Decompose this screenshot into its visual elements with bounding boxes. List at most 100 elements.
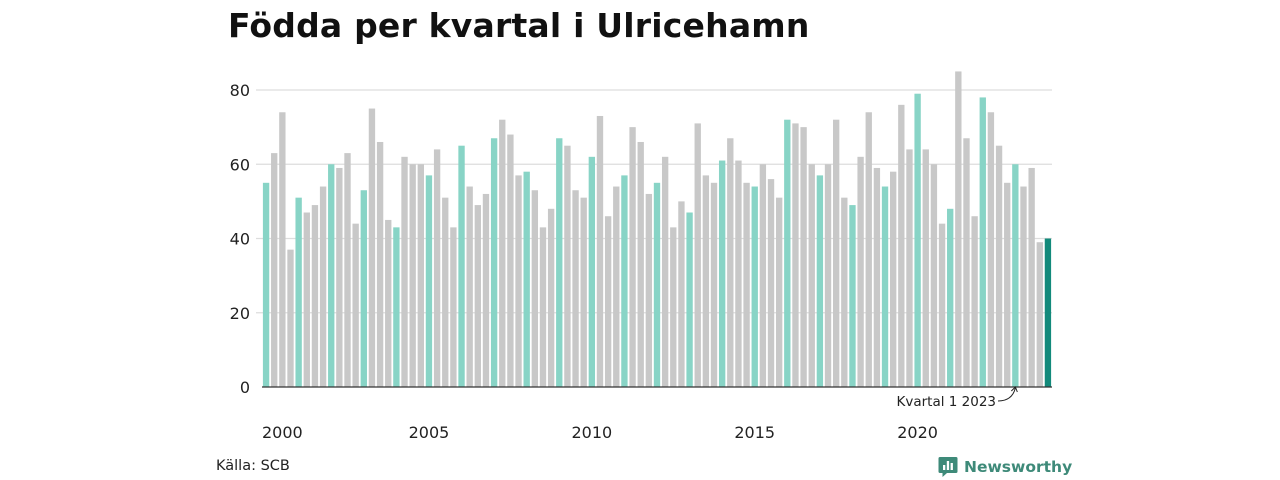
bar [515, 175, 522, 387]
bar [1020, 186, 1027, 387]
bar [922, 149, 929, 387]
bar [914, 93, 921, 388]
brand-logo[interactable]: Newsworthy [938, 456, 1072, 478]
x-tick-label: 2020 [897, 423, 938, 442]
bar [743, 182, 750, 387]
bar [686, 212, 693, 387]
bar [303, 212, 310, 387]
bar [319, 186, 327, 387]
bar [466, 186, 473, 387]
bar [482, 193, 490, 387]
bar [531, 190, 539, 387]
bar [653, 182, 661, 387]
bar [1004, 182, 1011, 387]
bar [661, 156, 669, 387]
y-tick-label: 20 [230, 304, 250, 323]
bar [1012, 164, 1019, 387]
axis: 2000 2005 2010 2015 2020 [262, 386, 1052, 442]
bar [596, 115, 604, 388]
bar [368, 108, 376, 387]
bar [841, 197, 848, 387]
bar [751, 186, 758, 387]
bar [873, 167, 881, 387]
bar [865, 112, 872, 388]
bar [775, 197, 783, 387]
bar [898, 104, 905, 387]
bar [621, 175, 628, 387]
newsworthy-logo-icon [938, 457, 958, 477]
bar [279, 112, 286, 388]
bar [409, 164, 416, 387]
bar [702, 175, 710, 387]
bar [979, 97, 986, 388]
x-tick-label: 2010 [571, 423, 612, 442]
bar [556, 138, 563, 387]
bar [759, 164, 767, 387]
bar [678, 201, 685, 388]
bar [792, 123, 799, 387]
bar [955, 71, 962, 387]
bar [718, 160, 726, 387]
bar [833, 119, 840, 387]
x-tick-label: 2005 [409, 423, 450, 442]
bar [425, 175, 433, 387]
bar [572, 190, 579, 387]
bar [271, 153, 278, 387]
y-tick-label: 60 [230, 155, 250, 174]
annotation-arrow [997, 387, 1016, 402]
bar [824, 164, 832, 387]
bar [800, 127, 807, 388]
bar [336, 167, 343, 387]
annotation: Kvartal 1 2023 [896, 386, 1018, 410]
bar [344, 153, 351, 387]
bar [930, 164, 938, 387]
bar [393, 227, 400, 387]
annotation-label: Kvartal 1 2023 [896, 394, 996, 410]
bar [499, 119, 506, 387]
bar [995, 145, 1003, 387]
annotation-arrowhead [1010, 386, 1018, 393]
y-tick-label: 0 [240, 378, 250, 397]
bar [328, 164, 335, 387]
bar [490, 138, 498, 387]
x-tick-label: 2000 [262, 423, 303, 442]
bar [816, 175, 824, 387]
bar [474, 205, 481, 387]
bar [547, 208, 555, 387]
bar [987, 112, 995, 388]
bar [564, 145, 571, 387]
chart-title: Födda per kvartal i Ulricehamn [228, 6, 810, 45]
bar [385, 219, 392, 387]
bar [727, 138, 734, 387]
bar [857, 156, 864, 387]
bar [507, 134, 514, 387]
bar [539, 227, 547, 387]
bar [352, 223, 359, 387]
bar [458, 145, 465, 387]
brand-name: Newsworthy [964, 458, 1073, 476]
bar [938, 223, 946, 387]
bar [881, 186, 889, 387]
bar [376, 141, 384, 387]
bar [360, 190, 367, 387]
bar [963, 138, 970, 387]
bar [604, 216, 612, 387]
bar [311, 205, 319, 387]
y-tick-label: 40 [230, 230, 250, 249]
bar [580, 197, 587, 387]
bar [433, 149, 441, 387]
bar [637, 141, 644, 387]
bar [645, 193, 653, 387]
bar [1044, 238, 1052, 387]
bar [710, 182, 718, 387]
bar [971, 216, 978, 387]
y-tick-label: 80 [230, 81, 250, 100]
bar [694, 123, 701, 387]
bar [588, 156, 596, 387]
bar [262, 182, 270, 387]
bar [849, 205, 856, 387]
bar [890, 171, 897, 387]
bar [808, 164, 815, 387]
bar [401, 156, 408, 387]
